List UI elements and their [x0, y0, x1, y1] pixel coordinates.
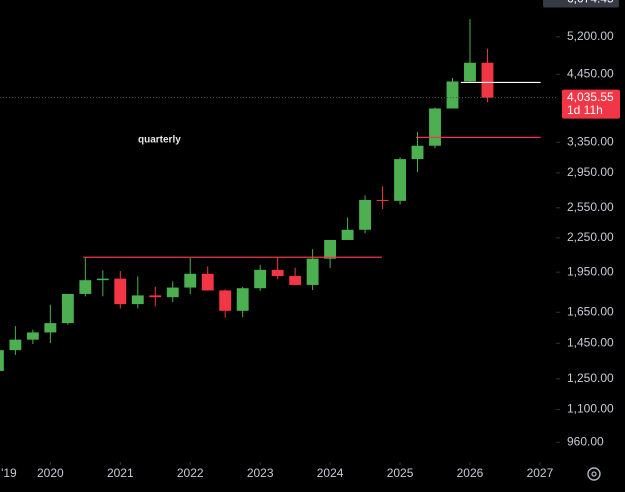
x-tick-label: 2023: [247, 466, 274, 480]
candle-body: [341, 229, 354, 240]
y-tick-label: 2,250.00: [567, 230, 614, 244]
candle-body: [376, 199, 389, 201]
y-tick-label: 1,100.00: [567, 402, 614, 416]
candle-body: [201, 273, 214, 291]
y-tick-label: 4,450.00: [567, 66, 614, 80]
settings-icon-center[interactable]: [591, 471, 597, 477]
x-tick-label: 2021: [107, 466, 134, 480]
candle-body: [26, 332, 39, 340]
candle-body: [184, 273, 197, 288]
candle-body: [254, 269, 267, 289]
candle-body: [289, 276, 302, 285]
y-tick-label: 2,950.00: [567, 165, 614, 179]
candle-body: [61, 293, 74, 324]
axes: 960.00 1,100.00 1,250.00 1,450.00 1,650.00 1,…: [0, 0, 620, 480]
candle-body: [9, 339, 22, 351]
high-marker-box: [543, 0, 619, 8]
y-tick-label: 1,650.00: [567, 304, 614, 318]
candle-body: [411, 145, 424, 160]
candle-body: [394, 159, 406, 201]
candle-body: [44, 323, 57, 333]
price-marker-box: [562, 89, 620, 119]
settings-button[interactable]: [587, 467, 601, 481]
x-tick-label: 2022: [177, 466, 204, 480]
candle-body: [359, 199, 372, 230]
candle-body: [271, 269, 284, 277]
y-tick-label: 960.00: [567, 434, 604, 448]
plot-area: [0, 19, 556, 371]
candle-body: [446, 81, 459, 109]
y-tick-label: 3,350.00: [567, 135, 614, 149]
high-marker-label: 6,074.45: [567, 0, 614, 6]
x-tick-label: 2026: [457, 466, 484, 480]
candle-body: [324, 239, 337, 259]
price-marker-countdown: 1d 11h: [567, 103, 603, 117]
candle-body: [306, 258, 319, 285]
candle-body: [114, 278, 127, 305]
candle-body: [429, 108, 441, 146]
candle-body: [236, 288, 249, 311]
x-tick-label: 2025: [387, 466, 414, 480]
candle-body: [166, 287, 179, 298]
x-tick-label: 2024: [317, 466, 344, 480]
y-tick-label: 1,250.00: [567, 371, 614, 385]
candle-body: [0, 350, 4, 371]
y-tick-label: 2,550.00: [567, 200, 614, 214]
settings-icon[interactable]: [587, 467, 601, 481]
y-tick-label: 5,200.00: [567, 29, 614, 43]
candle-body: [219, 290, 232, 311]
annotation: quarterly: [138, 135, 181, 146]
candle-body: [131, 295, 144, 305]
x-tick-label: 2027: [527, 466, 554, 480]
candle-body: [96, 278, 109, 281]
candle-body: [149, 295, 162, 298]
candle-body: [464, 62, 476, 82]
x-tick-label: 2020: [37, 466, 64, 480]
y-tick-label: 1,450.00: [567, 335, 614, 349]
price-marker-label: 4,035.55: [567, 90, 614, 104]
candle-body: [481, 62, 494, 98]
candle-body: [79, 280, 92, 294]
y-tick-label: 1,950.00: [567, 264, 614, 278]
x-tick-label: Apr '19: [0, 466, 17, 480]
